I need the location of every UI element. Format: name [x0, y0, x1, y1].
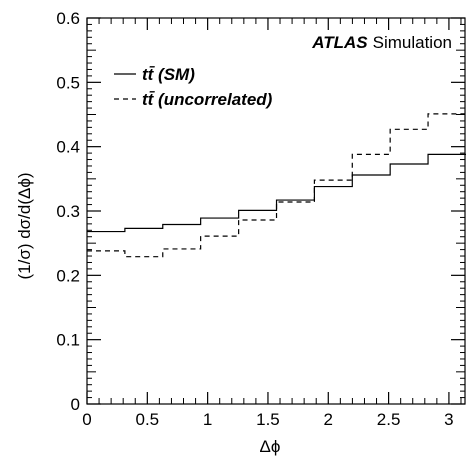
x-axis-title: Δϕ — [260, 437, 281, 456]
x-tick-label: 3 — [444, 410, 453, 429]
x-tick-label: 0 — [82, 410, 91, 429]
y-tick-label: 0 — [71, 395, 80, 414]
y-tick-label: 0.3 — [56, 202, 80, 221]
x-tick-label: 1.5 — [256, 410, 280, 429]
series-line-dashed — [87, 113, 466, 258]
x-tick-label: 0.5 — [135, 410, 159, 429]
y-tick-label: 0.5 — [56, 73, 80, 92]
annotation-atlas: ATLAS Simulation — [311, 33, 452, 52]
x-tick-label: 1 — [203, 410, 212, 429]
y-tick-label: 0.2 — [56, 266, 80, 285]
series-line-solid — [87, 153, 466, 233]
x-tick-label: 2 — [324, 410, 333, 429]
y-tick-label: 0.4 — [56, 138, 80, 157]
y-tick-label: 0.6 — [56, 9, 80, 28]
y-tick-label: 0.1 — [56, 331, 80, 350]
y-axis-title: (1/σ) dσ/d(Δϕ) — [15, 172, 34, 279]
annotation-atlas-normal: Simulation — [373, 33, 452, 52]
legend-label: tt̄ (uncorrelated) — [142, 90, 273, 109]
legend-label: tt̄ (SM) — [142, 65, 195, 84]
annotation-atlas-bold: ATLAS — [311, 33, 368, 52]
x-tick-label: 2.5 — [377, 410, 401, 429]
